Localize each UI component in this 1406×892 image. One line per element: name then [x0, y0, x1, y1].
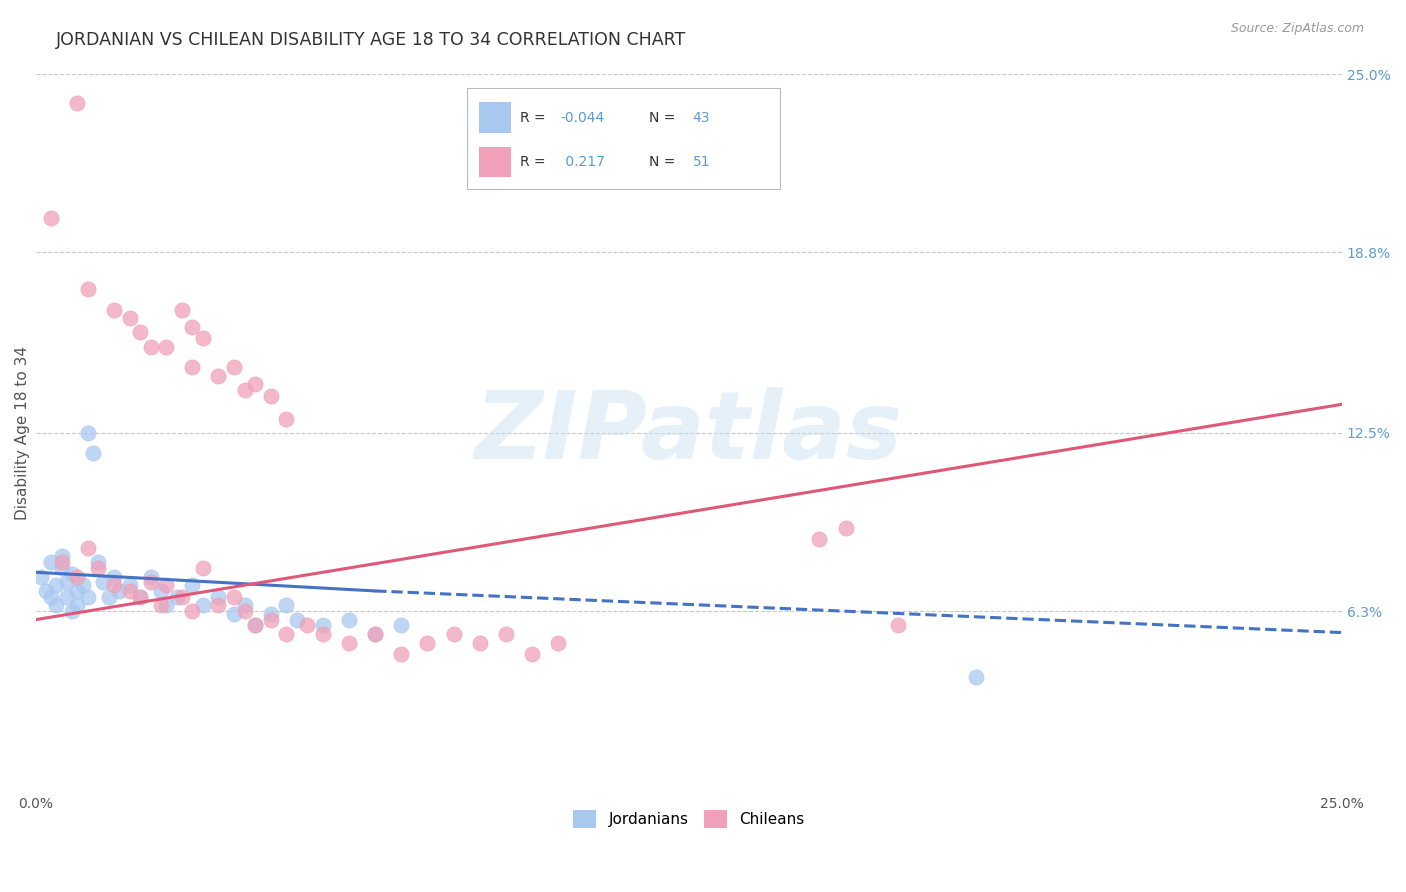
Point — [443, 627, 465, 641]
Point — [181, 319, 204, 334]
Point — [60, 566, 83, 581]
Point — [82, 446, 104, 460]
Point — [260, 613, 283, 627]
Point — [207, 599, 229, 613]
Point — [93, 575, 115, 590]
Text: JORDANIAN VS CHILEAN DISABILITY AGE 18 TO 34 CORRELATION CHART: JORDANIAN VS CHILEAN DISABILITY AGE 18 T… — [56, 31, 686, 49]
Y-axis label: Disability Age 18 to 34: Disability Age 18 to 34 — [15, 346, 30, 520]
Point — [243, 618, 266, 632]
Point — [51, 561, 73, 575]
Point — [191, 561, 214, 575]
Point — [72, 578, 94, 592]
Point — [965, 670, 987, 684]
Point — [364, 627, 387, 641]
Point — [520, 647, 543, 661]
Point — [547, 635, 569, 649]
Point — [243, 618, 266, 632]
Point — [243, 377, 266, 392]
Point — [207, 590, 229, 604]
Point — [139, 569, 162, 583]
Point — [312, 627, 335, 641]
Point — [233, 599, 256, 613]
Point — [808, 533, 831, 547]
Point — [103, 578, 125, 592]
Point — [66, 599, 89, 613]
Point — [66, 583, 89, 598]
Text: ZIPatlas: ZIPatlas — [475, 387, 903, 479]
Point — [45, 599, 67, 613]
Legend: Jordanians, Chileans: Jordanians, Chileans — [567, 804, 810, 835]
Point — [312, 618, 335, 632]
Point — [51, 555, 73, 569]
Point — [45, 578, 67, 592]
Point — [87, 561, 110, 575]
Point — [181, 359, 204, 374]
Point — [233, 604, 256, 618]
Point — [191, 599, 214, 613]
Point — [276, 599, 298, 613]
Point — [66, 569, 89, 583]
Point — [60, 604, 83, 618]
Point — [118, 578, 141, 592]
Point — [149, 599, 172, 613]
Point — [35, 583, 58, 598]
Point — [276, 411, 298, 425]
Point — [276, 627, 298, 641]
Point — [191, 331, 214, 345]
Point — [155, 578, 177, 592]
Point — [181, 604, 204, 618]
Point — [66, 95, 89, 110]
Point — [224, 590, 246, 604]
Point — [207, 368, 229, 383]
Point — [155, 599, 177, 613]
Point — [87, 555, 110, 569]
Point — [285, 613, 308, 627]
Point — [51, 549, 73, 564]
Point — [181, 578, 204, 592]
Point — [30, 569, 52, 583]
Point — [56, 575, 79, 590]
Point — [834, 521, 856, 535]
Point — [170, 590, 193, 604]
Point — [337, 613, 360, 627]
Point — [108, 583, 131, 598]
Point — [129, 590, 152, 604]
Point — [103, 302, 125, 317]
Point — [260, 607, 283, 621]
Point — [118, 311, 141, 326]
Point — [56, 590, 79, 604]
Point — [224, 359, 246, 374]
Point — [39, 555, 62, 569]
Point — [76, 590, 98, 604]
Text: Source: ZipAtlas.com: Source: ZipAtlas.com — [1230, 22, 1364, 36]
Point — [468, 635, 491, 649]
Point — [76, 425, 98, 440]
Point — [155, 340, 177, 354]
Point — [118, 583, 141, 598]
Point — [139, 575, 162, 590]
Point — [260, 389, 283, 403]
Point — [364, 627, 387, 641]
Point — [129, 326, 152, 340]
Point — [416, 635, 439, 649]
Point — [389, 618, 412, 632]
Point — [166, 590, 188, 604]
Point — [887, 618, 910, 632]
Point — [103, 569, 125, 583]
Point — [224, 607, 246, 621]
Point — [297, 618, 319, 632]
Point — [39, 211, 62, 225]
Point — [97, 590, 120, 604]
Point — [149, 583, 172, 598]
Point — [129, 590, 152, 604]
Point — [76, 541, 98, 555]
Point — [233, 383, 256, 397]
Point — [76, 282, 98, 296]
Point — [139, 340, 162, 354]
Point — [495, 627, 517, 641]
Point — [39, 590, 62, 604]
Point — [337, 635, 360, 649]
Point — [389, 647, 412, 661]
Point — [170, 302, 193, 317]
